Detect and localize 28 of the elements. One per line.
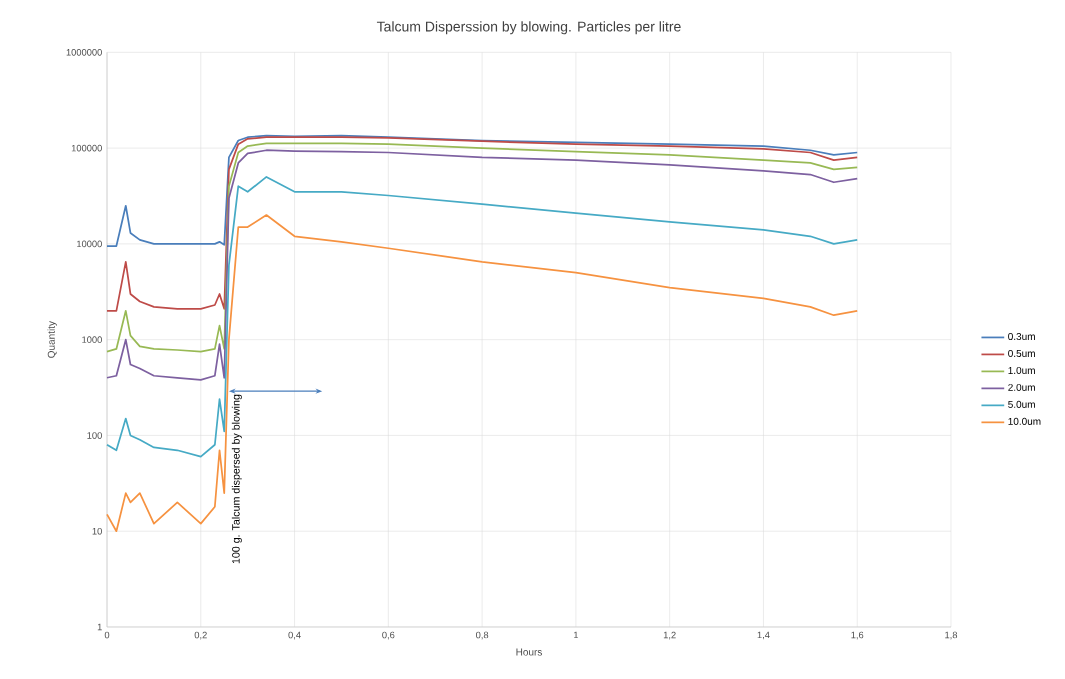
y-tick-label: 10 [92,527,102,535]
chart-title: Talcum Disperssion by blowing. Particles per litre [376,21,681,35]
legend-label: 5.0um [1008,400,1035,408]
y-tick-label: 100000 [71,144,102,152]
x-tick-label: 1 [574,631,579,639]
x-tick-label: 1,4 [757,631,770,640]
x-tick-label: 0 [104,631,110,639]
annotation: 100 g. Talcum dispersed by blowing [231,394,242,564]
x-tick-label: 1,2 [663,631,676,640]
x-tick-label: 1,8 [945,631,958,640]
legend-label: 0.5um [1008,349,1035,358]
x-tick-label: 0,2 [194,631,207,640]
y-axis-title: Quantity [47,321,57,358]
x-tick-label: 0,8 [475,631,489,640]
legend-label: 1.0um [1008,366,1035,374]
y-tick-label: 1 [97,623,102,631]
x-axis-title: Hours [516,648,542,656]
line-series [106,214,859,533]
legend-label: 2.0um [1008,383,1035,391]
legend-label: 10.0um [1008,417,1041,425]
y-tick-label: 1000 [82,336,102,343]
x-tick-label: 0,6 [382,631,395,640]
x-tick-label: 0,4 [288,631,301,640]
y-tick-label: 10000 [77,240,102,248]
y-tick-label: 100 [87,432,102,439]
x-tick-label: 1,6 [851,631,864,640]
y-tick-label: 1000000 [66,49,102,56]
legend-label: 0.3um [1008,332,1035,341]
